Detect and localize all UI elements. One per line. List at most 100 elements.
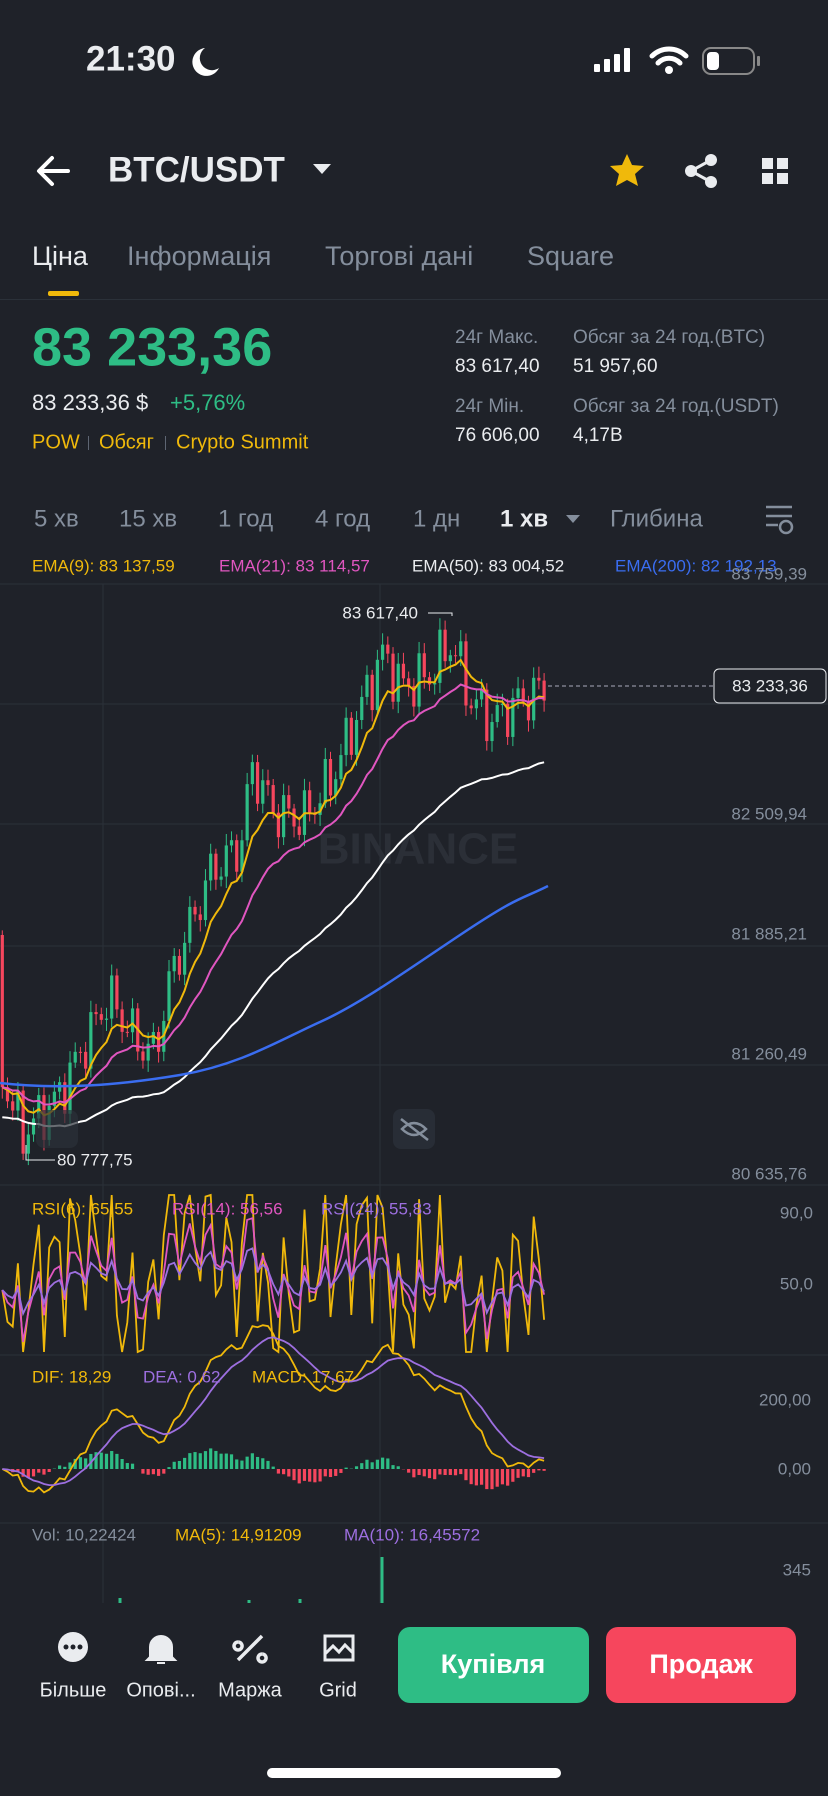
macd-histogram xyxy=(344,1467,348,1469)
macd-histogram xyxy=(37,1469,41,1473)
macd-histogram xyxy=(521,1469,525,1477)
tag[interactable]: Crypto Summit xyxy=(176,431,309,453)
action-label[interactable]: Більше xyxy=(40,1679,107,1701)
pair-dropdown[interactable] xyxy=(313,164,331,174)
candle-body xyxy=(542,680,546,701)
candle-body xyxy=(453,655,458,657)
macd-histogram xyxy=(302,1469,307,1481)
macd-histogram xyxy=(167,1467,171,1469)
wifi-dot xyxy=(665,66,673,74)
candle-body xyxy=(308,790,312,814)
macd-histogram xyxy=(115,1453,119,1469)
macd-histogram xyxy=(146,1469,150,1475)
back-button[interactable] xyxy=(37,156,70,186)
candle-body xyxy=(214,853,218,880)
alert-button[interactable] xyxy=(144,1635,178,1664)
tag[interactable]: POW xyxy=(32,431,80,453)
stat-label: Обсяг за 24 год.(USDT) xyxy=(573,396,779,417)
stat-value: 4,17B xyxy=(573,425,623,446)
more-button[interactable] xyxy=(58,1632,88,1662)
macd-histogram xyxy=(386,1458,390,1469)
macd-histogram xyxy=(537,1469,541,1471)
macd-histogram xyxy=(407,1469,411,1473)
interval[interactable]: 4 год xyxy=(315,505,370,532)
pair-title[interactable]: BTC/USDT xyxy=(108,150,285,189)
share-button[interactable] xyxy=(685,154,717,188)
interval-active[interactable]: 1 хв xyxy=(500,505,548,532)
ema50-line xyxy=(2,761,545,1128)
candle-body xyxy=(115,975,119,1010)
macd-histogram xyxy=(479,1469,484,1485)
macd-histogram xyxy=(433,1469,437,1480)
candle-body xyxy=(448,655,452,662)
candle-body xyxy=(120,1009,124,1032)
candle-body xyxy=(282,795,286,838)
chart-settings[interactable] xyxy=(766,505,794,535)
candle-body xyxy=(407,678,411,687)
buy-button[interactable] xyxy=(398,1627,589,1703)
macd-histogram xyxy=(84,1458,88,1469)
grid-button[interactable] xyxy=(323,1634,355,1662)
tab[interactable]: Торгові дані xyxy=(325,241,473,271)
action-label[interactable]: Grid xyxy=(319,1679,357,1701)
macd-histogram xyxy=(365,1459,369,1469)
grid-menu[interactable] xyxy=(762,158,788,184)
margin-button[interactable] xyxy=(232,1634,268,1664)
candle-body xyxy=(464,641,468,706)
candle-body xyxy=(349,717,353,755)
macd-label: MACD: 17,67 xyxy=(252,1367,354,1386)
watermark: BINANCE xyxy=(318,825,518,874)
macd-histogram xyxy=(391,1465,395,1469)
candle-body xyxy=(209,853,213,881)
macd-histogram xyxy=(495,1469,499,1487)
volume-bar xyxy=(247,1600,251,1603)
depth-tab[interactable]: Глибина xyxy=(610,505,703,532)
interval[interactable]: 15 хв xyxy=(119,505,177,532)
candle-body xyxy=(172,955,176,972)
tab[interactable]: Ціна xyxy=(32,241,89,271)
action-label[interactable]: Опові... xyxy=(126,1679,195,1701)
fullscreen-button[interactable] xyxy=(36,1110,78,1148)
stat-label: Обсяг за 24 год.(BTC) xyxy=(573,327,765,348)
macd-histogram xyxy=(443,1469,447,1476)
action-label[interactable]: Маржа xyxy=(218,1679,283,1701)
ema-label: EMA(9): 83 137,59 xyxy=(32,556,175,575)
current-price-box[interactable] xyxy=(713,668,827,704)
candle-body xyxy=(386,644,390,654)
candle-body xyxy=(78,1051,83,1053)
tab[interactable]: Square xyxy=(527,241,614,271)
stat-label: 24г Макс. xyxy=(455,327,538,348)
macd-histogram xyxy=(125,1463,129,1469)
sell-button[interactable] xyxy=(606,1627,796,1703)
candle-body xyxy=(344,717,348,756)
candle-body xyxy=(240,840,244,872)
macd-histogram xyxy=(328,1469,333,1478)
sell-label: Продаж xyxy=(649,1649,753,1679)
candle-body xyxy=(255,762,260,804)
interval[interactable]: 5 хв xyxy=(34,505,79,532)
stat-value: 51 957,60 xyxy=(573,356,658,377)
interval[interactable]: 1 год xyxy=(218,505,273,532)
tag[interactable]: Обсяг xyxy=(99,431,154,453)
macd-histogram xyxy=(438,1469,442,1475)
candle-body xyxy=(396,663,400,702)
candle-body xyxy=(297,826,301,835)
macd-histogram xyxy=(271,1466,275,1469)
macd-histogram xyxy=(99,1452,103,1469)
favorite-star[interactable] xyxy=(610,154,644,186)
candle-body xyxy=(287,795,291,809)
interval-dropdown[interactable] xyxy=(566,515,580,523)
macd-histogram xyxy=(427,1469,432,1479)
macd-histogram xyxy=(245,1456,249,1469)
interval[interactable]: 1 дн xyxy=(413,505,460,532)
tab[interactable]: Інформація xyxy=(127,241,271,271)
candle-body xyxy=(141,1051,145,1061)
candle-body xyxy=(73,1051,77,1063)
macd-histogram xyxy=(73,1458,77,1469)
macd-histogram xyxy=(240,1460,244,1469)
macd-histogram xyxy=(183,1457,187,1469)
rsi-label: RSI(24): 55,83 xyxy=(321,1199,432,1218)
stat-label: 24г Мін. xyxy=(455,396,524,417)
macd-axis-label: 0,00 xyxy=(778,1459,811,1478)
